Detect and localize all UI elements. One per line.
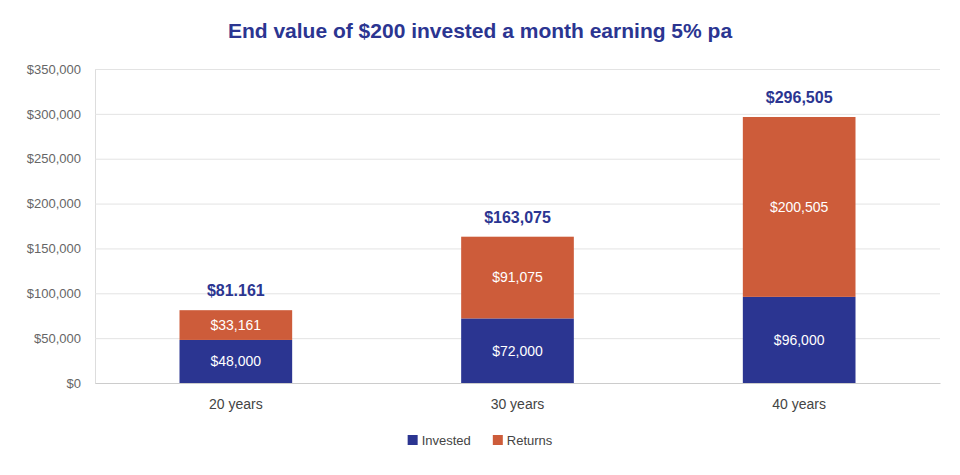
legend-item: Invested [408, 433, 471, 448]
legend-swatch [408, 435, 418, 445]
chart: End value of $200 invested a month earni… [0, 0, 960, 475]
legend-swatch [493, 435, 503, 445]
plot: $0 $50,000 $100,000 $150,000 $200,000 $250,00… [27, 62, 941, 412]
labels: $48,000 $72,000 $96,000 $33,161 $91,075 $200,… [207, 89, 833, 369]
bar-segment [743, 297, 856, 383]
x-tick-label: 30 years [491, 396, 545, 412]
y-tick-label: $250,000 [27, 151, 81, 166]
x-tick: 30 years [491, 383, 545, 412]
legend-label: Invested [422, 433, 471, 448]
y-tick-label: $0 [67, 376, 81, 391]
y-tick-label: $300,000 [27, 107, 81, 122]
x-axis-line [96, 383, 941, 384]
y-axis: $0 $50,000 $100,000 $150,000 $200,000 $250,00… [27, 62, 940, 391]
data-label: $72,000 [492, 343, 543, 359]
data-label: $91,075 [492, 269, 543, 285]
total-label: $81.161 [207, 282, 265, 299]
total-label: $296,505 [766, 89, 833, 106]
y-tick-label: $150,000 [27, 241, 81, 256]
x-axis: 20 years 30 years 40 years [96, 383, 941, 412]
bar-segment [180, 310, 293, 340]
total-label: $163,075 [484, 209, 551, 226]
x-tick-label: 40 years [772, 396, 826, 412]
y-tick-label: $200,000 [27, 196, 81, 211]
data-label: $48,000 [211, 353, 262, 369]
y-tick-label: $100,000 [27, 286, 81, 301]
data-label: $33,161 [211, 317, 262, 333]
legend: Invested Returns [408, 433, 553, 448]
y-tick-label: $50,000 [34, 331, 81, 346]
x-tick-label: 20 years [209, 396, 263, 412]
bar-segment [461, 318, 574, 383]
legend-item: Returns [493, 433, 553, 448]
y-tick-label: $350,000 [27, 62, 81, 77]
bar-segment [461, 237, 574, 319]
grid-line [95, 69, 940, 70]
bars [180, 117, 856, 383]
title: End value of $200 invested a month earni… [228, 19, 732, 42]
bar-segment [180, 340, 293, 383]
grid-line [95, 114, 940, 115]
x-tick: 40 years [772, 383, 826, 412]
data-label: $96,000 [774, 332, 825, 348]
x-tick: 20 years [209, 383, 263, 412]
y-axis-line [96, 70, 941, 384]
data-label: $200,505 [770, 199, 829, 215]
bar-segment [743, 117, 856, 297]
y-tick: $350,000 [27, 62, 940, 77]
legend-label: Returns [507, 433, 553, 448]
grid-line [95, 383, 940, 384]
